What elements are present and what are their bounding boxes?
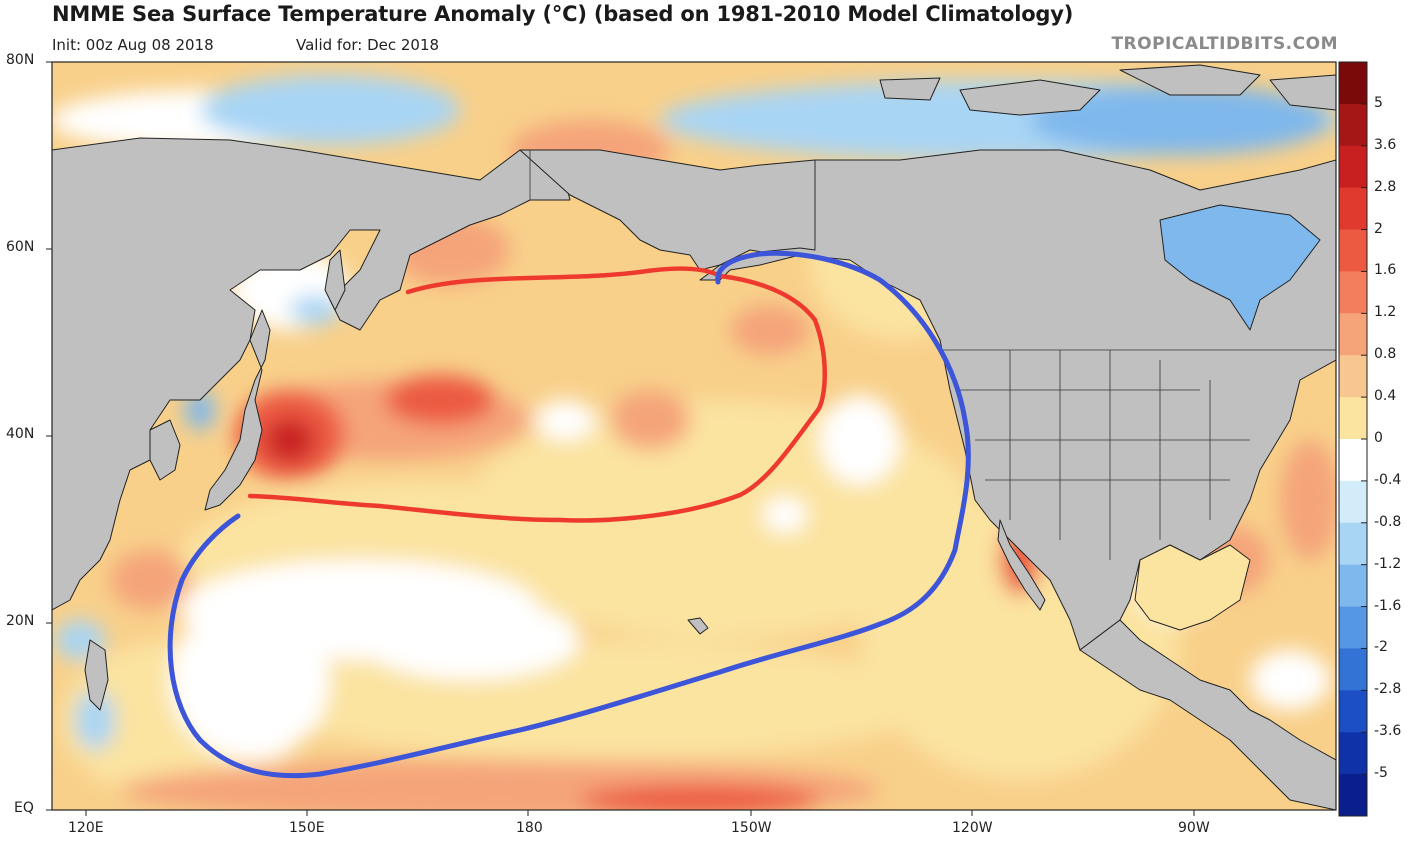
colorbar-swatch	[1339, 690, 1367, 733]
colorbar-label: 0.8	[1374, 346, 1397, 363]
colorbar-label: 2	[1374, 220, 1383, 237]
colorbar-label: 3.6	[1374, 136, 1397, 153]
colorbar-swatch	[1339, 145, 1367, 189]
colorbar	[1338, 61, 1368, 817]
colorbar-label: -1.2	[1374, 555, 1402, 572]
colorbar-swatch	[1339, 271, 1367, 314]
source-watermark: TROPICALTIDBITS.COM	[1111, 34, 1338, 54]
japan-islands	[204, 309, 271, 511]
north-america-landmass	[699, 149, 1336, 651]
colorbar-label: -0.4	[1374, 471, 1402, 488]
red-annotation-loop	[247, 266, 827, 523]
philippines	[84, 639, 109, 711]
colorbar-swatch	[1339, 564, 1367, 608]
lat-label-80n: 80N	[6, 52, 35, 68]
axis-ticks	[46, 61, 1195, 816]
colorbar-swatch	[1339, 439, 1367, 482]
gulf-of-mexico	[1134, 544, 1251, 631]
arctic-islands	[959, 79, 1101, 116]
lat-label-20n: 20N	[6, 613, 35, 629]
colorbar-label: -5	[1374, 765, 1388, 782]
lat-label-40n: 40N	[6, 426, 35, 442]
land-masses	[52, 64, 1336, 810]
lon-label-150w: 150W	[731, 820, 772, 836]
colorbar-swatch	[1339, 480, 1367, 524]
colorbar-swatch	[1339, 606, 1367, 649]
hudson-bay	[1159, 204, 1321, 331]
blue-annotation-loop	[167, 250, 971, 779]
colorbar-swatch	[1339, 774, 1367, 817]
sakhalin-island	[324, 249, 346, 311]
map-title: NMME Sea Surface Temperature Anomaly (°C…	[52, 2, 1074, 26]
lat-label-eq: EQ	[14, 800, 34, 816]
hawaii-islands	[687, 617, 709, 635]
colorbar-label: 5	[1374, 94, 1383, 111]
lat-label-60n: 60N	[6, 239, 35, 255]
political-boundaries	[529, 150, 1336, 560]
colorbar-label: -0.8	[1374, 513, 1402, 530]
lon-label-120e: 120E	[68, 820, 104, 836]
lon-label-120w: 120W	[952, 820, 993, 836]
colorbar-label: -1.6	[1374, 597, 1402, 614]
colorbar-label: 1.6	[1374, 262, 1397, 279]
lon-label-180: 180	[516, 820, 543, 836]
central-america-landmass	[1079, 619, 1336, 810]
colorbar-swatch	[1339, 103, 1367, 147]
colorbar-label: -2	[1374, 639, 1388, 656]
map-panel	[52, 62, 1336, 810]
colorbar-label: 0.4	[1374, 388, 1397, 405]
valid-time-label: Valid for: Dec 2018	[296, 36, 440, 54]
colorbar-swatch	[1339, 648, 1367, 691]
colorbar-label: -3.6	[1374, 723, 1402, 740]
colorbar-swatch	[1339, 229, 1367, 272]
colorbar-swatch	[1339, 313, 1367, 356]
colorbar-label: 0	[1374, 430, 1383, 446]
init-time-label: Init: 00z Aug 08 2018	[52, 36, 214, 54]
colorbar-swatch	[1339, 397, 1367, 440]
colorbar-label: 1.2	[1374, 304, 1397, 321]
colorbar-swatch	[1339, 355, 1367, 398]
colorbar-swatch	[1339, 732, 1367, 775]
colorbar-label: 2.8	[1374, 178, 1397, 195]
korea-peninsula	[149, 419, 181, 481]
colorbar-swatch	[1339, 522, 1367, 566]
colorbar-swatch	[1339, 62, 1367, 105]
colorbar-swatch	[1339, 187, 1367, 231]
lon-label-150e: 150E	[289, 820, 325, 836]
lon-label-90w: 90W	[1178, 820, 1210, 836]
colorbar-label: -2.8	[1374, 681, 1402, 698]
baja-california	[997, 519, 1046, 611]
